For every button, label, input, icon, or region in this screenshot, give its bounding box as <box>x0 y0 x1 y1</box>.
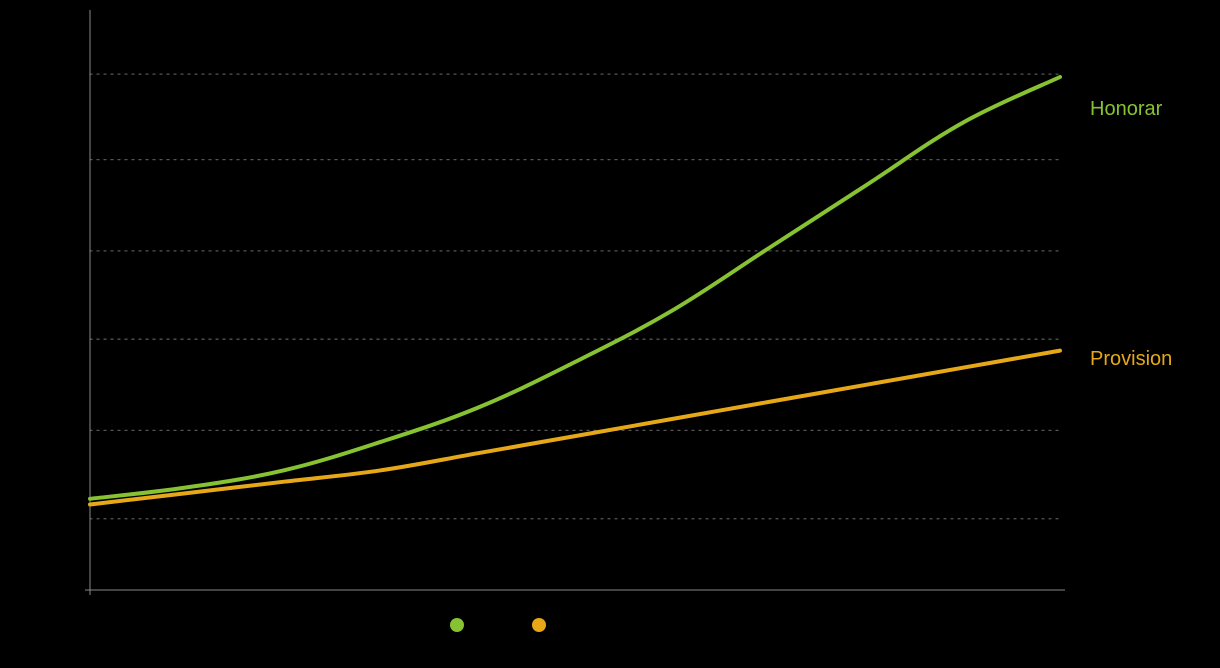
series-label-provision: Provision <box>1090 348 1172 371</box>
legend-dot-honorar <box>450 618 464 632</box>
chart-legend <box>450 618 554 632</box>
legend-item-provision <box>532 618 554 632</box>
series-label-honorar: Honorar <box>1090 98 1162 121</box>
legend-item-honorar <box>450 618 472 632</box>
chart-container: Honorar Provision <box>0 0 1220 668</box>
legend-dot-provision <box>532 618 546 632</box>
line-chart <box>0 0 1220 668</box>
